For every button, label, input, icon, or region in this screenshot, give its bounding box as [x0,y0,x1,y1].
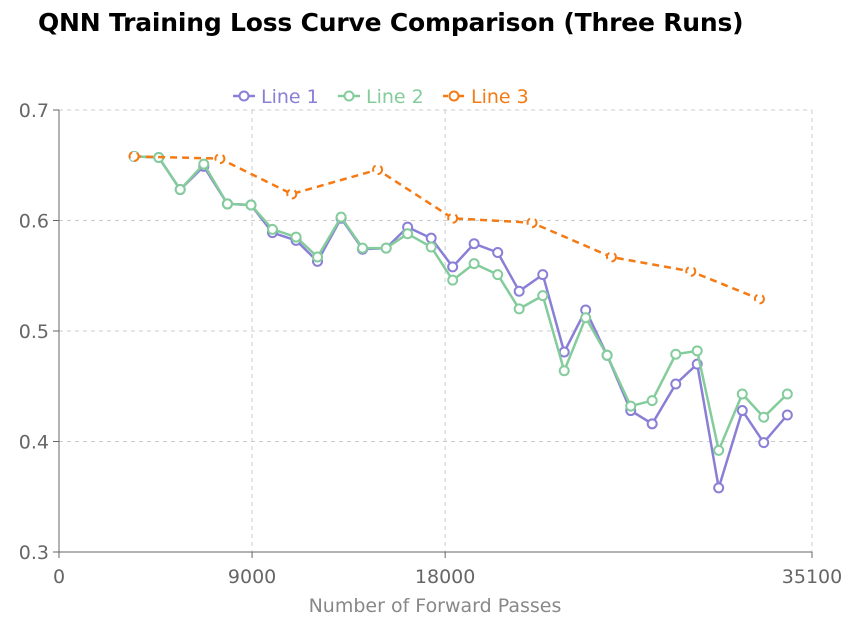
y-tick-label: 0.5 [19,321,49,343]
data-point [670,348,682,360]
data-point [425,241,437,253]
data-point [753,293,765,305]
data-point [685,265,697,277]
series-3 [128,150,765,305]
y-tick-label: 0.3 [19,542,49,564]
tick-labels: 0.3 0.4 0.5 0.6 0.7 0 9000 18000 35100 [19,100,842,588]
grid-lines [59,109,813,552]
data-point [380,242,392,254]
data-point [198,158,210,170]
data-point [372,164,384,176]
data-point [286,188,298,200]
data-point [713,444,725,456]
y-tick-label: 0.6 [19,211,49,233]
data-point [781,388,793,400]
data-point [447,212,459,224]
series-2 [128,150,793,456]
x-axis-title: Number of Forward Passes [309,595,562,617]
data-point [335,211,347,223]
data-point [691,345,703,357]
data-point [245,199,257,211]
legend-label: Line 2 [366,86,424,108]
data-point [646,418,658,430]
legend-label: Line 3 [471,86,529,108]
data-point [312,251,324,263]
legend-swatch-marker [238,90,250,102]
data-point [128,150,140,162]
legend-item-2[interactable]: Line 2 [338,86,424,108]
data-point [736,388,748,400]
data-point [537,290,549,302]
y-tick-label: 0.7 [19,100,49,122]
legend[interactable]: Line 1 Line 2 Line 3 [233,86,529,108]
data-point [625,400,637,412]
data-point [537,269,549,281]
series-line [134,155,760,301]
data-point [670,378,682,390]
data-point [402,228,414,240]
x-tick-label: 35100 [782,566,842,588]
data-point [758,411,770,423]
data-point [646,395,658,407]
data-point [468,238,480,250]
series-layer [128,150,793,494]
data-point [605,251,617,263]
x-tick-label: 9000 [228,566,276,588]
data-point [492,269,504,281]
legend-swatch-marker [448,90,460,102]
series-line [134,155,789,452]
axes [53,109,813,558]
y-tick-label: 0.4 [19,432,49,454]
data-point [357,242,369,254]
data-point [425,232,437,244]
data-point [447,274,459,286]
data-point [526,217,538,229]
x-tick-label: 18000 [415,566,475,588]
data-point [558,365,570,377]
legend-label: Line 1 [261,86,319,108]
data-point [214,153,226,165]
data-point [468,258,480,270]
data-point [290,231,302,243]
data-point [558,346,570,358]
data-point [736,405,748,417]
data-point [781,409,793,421]
data-point [174,184,186,196]
data-point [447,261,459,273]
legend-item-3[interactable]: Line 3 [443,86,529,108]
data-point [513,285,525,297]
data-point [266,223,278,235]
chart-title: QNN Training Loss Curve Comparison (Thre… [38,8,744,37]
legend-item-1[interactable]: Line 1 [233,86,319,108]
data-point [492,247,504,259]
data-point [221,198,233,210]
data-point [601,349,613,361]
data-point [513,303,525,315]
x-tick-label: 0 [53,566,65,588]
legend-swatch-marker [343,90,355,102]
data-point [580,312,592,324]
data-point [713,482,725,494]
data-point [758,437,770,449]
